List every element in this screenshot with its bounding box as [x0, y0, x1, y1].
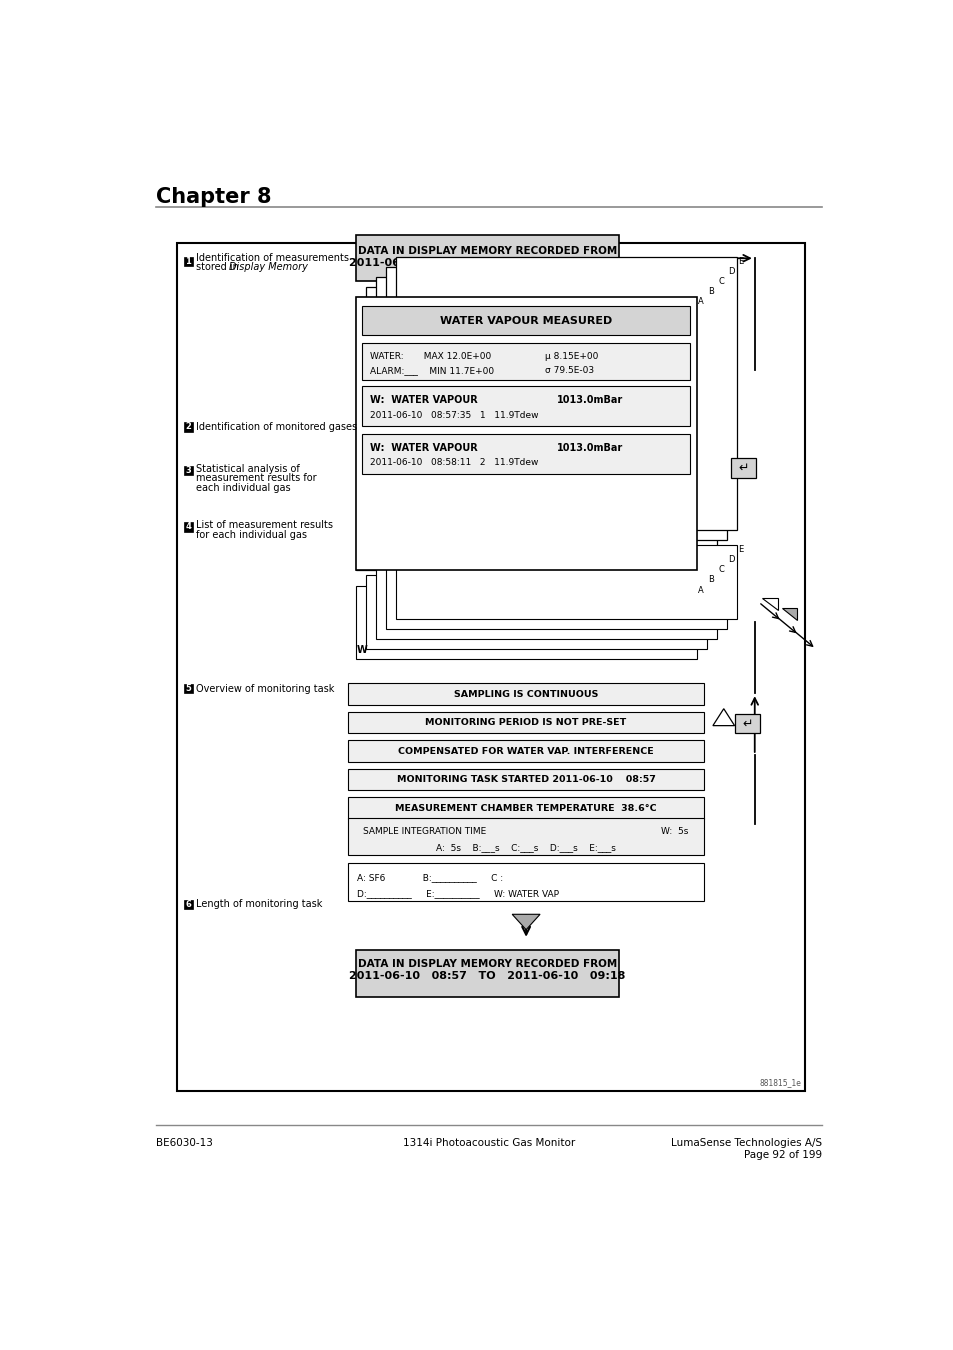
Bar	[355, 297, 696, 570]
Text: MEASUREMENT CHAMBER TEMPERATURE  38.6°C: MEASUREMENT CHAMBER TEMPERATURE 38.6°C	[395, 803, 657, 813]
Text: List of measurement results: List of measurement results	[195, 521, 333, 531]
Text: W:  5s: W: 5s	[660, 828, 688, 836]
Text: 881815_1e: 881815_1e	[759, 1079, 801, 1088]
Text: 5: 5	[185, 684, 191, 693]
Text: 1: 1	[185, 256, 191, 266]
Bar	[375, 566, 716, 639]
Text: W:  WATER VAPOUR: W: WATER VAPOUR	[369, 443, 476, 454]
Text: DATA IN DISPLAY MEMORY RECORDED FROM: DATA IN DISPLAY MEMORY RECORDED FROM	[357, 958, 617, 969]
Text: 2011-06-10   08:57   TO   2011-06-10   09:18: 2011-06-10 08:57 TO 2011-06-10 09:18	[349, 258, 625, 267]
Text: 2011-06-10   08:58:11   2   11.9Tdew: 2011-06-10 08:58:11 2 11.9Tdew	[369, 459, 537, 467]
Bar	[375, 277, 716, 549]
Bar	[361, 343, 690, 379]
Bar	[183, 256, 193, 266]
Text: SAMPLE INTEGRATION TIME: SAMPLE INTEGRATION TIME	[363, 828, 486, 836]
Text: D: D	[728, 267, 734, 275]
Text: C: C	[718, 277, 723, 286]
Text: W:  WATER VAPOUR: W: WATER VAPOUR	[369, 396, 476, 405]
Bar	[177, 243, 804, 1091]
Bar	[348, 740, 703, 761]
Text: B: B	[707, 575, 714, 585]
Text: C: C	[718, 566, 723, 575]
Bar	[183, 522, 193, 532]
Bar	[183, 423, 193, 432]
Bar	[348, 711, 703, 733]
Text: MONITORING TASK STARTED 2011-06-10    08:57: MONITORING TASK STARTED 2011-06-10 08:57	[396, 775, 655, 784]
Text: 2011-06-10   08:57:35   1   11.9Tdew: 2011-06-10 08:57:35 1 11.9Tdew	[369, 410, 537, 420]
Text: A: SF6             B:__________     C :: A: SF6 B:__________ C :	[356, 873, 503, 883]
Bar	[348, 818, 703, 855]
Text: ALARM:___    MIN 11.7E+00: ALARM:___ MIN 11.7E+00	[369, 366, 494, 375]
Text: BE6030-13: BE6030-13	[155, 1138, 213, 1149]
Text: Identification of measurements: Identification of measurements	[195, 254, 349, 263]
Bar	[365, 575, 706, 648]
Text: each individual gas: each individual gas	[195, 483, 291, 493]
Bar	[348, 863, 703, 902]
Text: μ 8.15E+00: μ 8.15E+00	[545, 352, 598, 362]
Text: Chapter 8: Chapter 8	[155, 186, 271, 207]
Text: stored in: stored in	[195, 262, 242, 273]
Polygon shape	[761, 598, 778, 610]
Text: 6: 6	[185, 900, 191, 909]
Bar	[355, 949, 618, 998]
Text: D:__________     E:__________     W: WATER VAP: D:__________ E:__________ W: WATER VAP	[356, 888, 558, 898]
Text: 1013.0mBar: 1013.0mBar	[557, 396, 622, 405]
Text: 2011-06-10   08:57   TO   2011-06-10   09:18: 2011-06-10 08:57 TO 2011-06-10 09:18	[349, 971, 625, 981]
Bar	[361, 433, 690, 474]
Text: D: D	[728, 555, 734, 564]
Text: B: B	[707, 286, 714, 296]
Bar	[183, 899, 193, 909]
Bar	[183, 684, 193, 694]
Text: Length of monitoring task: Length of monitoring task	[195, 899, 322, 910]
Text: Display Memory: Display Memory	[229, 262, 307, 273]
Text: ↵: ↵	[738, 462, 748, 475]
Text: Overview of monitoring task: Overview of monitoring task	[195, 683, 334, 694]
Text: A:  5s    B:___s    C:___s    D:___s    E:___s: A: 5s B:___s C:___s D:___s E:___s	[436, 842, 616, 852]
Bar	[395, 256, 736, 531]
Text: SAMPLING IS CONTINUOUS: SAMPLING IS CONTINUOUS	[454, 690, 598, 698]
Text: E: E	[738, 545, 743, 555]
Text: 1013.0mBar: 1013.0mBar	[557, 443, 622, 454]
Bar	[355, 235, 618, 281]
Text: 1314i Photoacoustic Gas Monitor: 1314i Photoacoustic Gas Monitor	[402, 1138, 575, 1149]
Bar	[395, 545, 736, 618]
Text: Statistical analysis of: Statistical analysis of	[195, 464, 299, 474]
Bar	[348, 683, 703, 705]
Text: WATER:       MAX 12.0E+00: WATER: MAX 12.0E+00	[369, 352, 490, 362]
Bar	[385, 267, 726, 540]
Text: 4: 4	[185, 522, 191, 532]
Text: E: E	[738, 256, 743, 266]
Bar	[183, 466, 193, 475]
Bar	[731, 459, 756, 478]
Polygon shape	[712, 709, 734, 726]
Text: ↵: ↵	[741, 718, 752, 730]
Text: σ 79.5E-03: σ 79.5E-03	[545, 366, 594, 375]
Bar	[735, 714, 760, 733]
Bar	[365, 286, 706, 560]
Text: A: A	[698, 586, 703, 594]
Text: DATA IN DISPLAY MEMORY RECORDED FROM: DATA IN DISPLAY MEMORY RECORDED FROM	[357, 246, 617, 256]
Polygon shape	[473, 301, 500, 317]
Bar	[385, 555, 726, 629]
Bar	[355, 297, 696, 570]
Text: Identification of monitored gases: Identification of monitored gases	[195, 423, 356, 432]
Text: COMPENSATED FOR WATER VAP. INTERFERENCE: COMPENSATED FOR WATER VAP. INTERFERENCE	[397, 747, 654, 756]
Bar	[361, 386, 690, 427]
Bar	[348, 798, 703, 819]
Text: W: W	[356, 645, 368, 655]
Polygon shape	[512, 914, 539, 930]
Polygon shape	[781, 609, 797, 620]
Text: 3: 3	[185, 466, 191, 475]
Text: 2: 2	[185, 423, 191, 432]
Text: LumaSense Technologies A/S
Page 92 of 199: LumaSense Technologies A/S Page 92 of 19…	[670, 1138, 821, 1160]
Bar	[361, 306, 690, 335]
Text: WATER VAPOUR MEASURED: WATER VAPOUR MEASURED	[439, 316, 612, 325]
Text: for each individual gas: for each individual gas	[195, 529, 307, 540]
Text: MONITORING PERIOD IS NOT PRE-SET: MONITORING PERIOD IS NOT PRE-SET	[425, 718, 626, 728]
Text: measurement results for: measurement results for	[195, 474, 316, 483]
Bar	[355, 586, 696, 659]
Text: A: A	[698, 297, 703, 305]
Bar	[348, 768, 703, 790]
